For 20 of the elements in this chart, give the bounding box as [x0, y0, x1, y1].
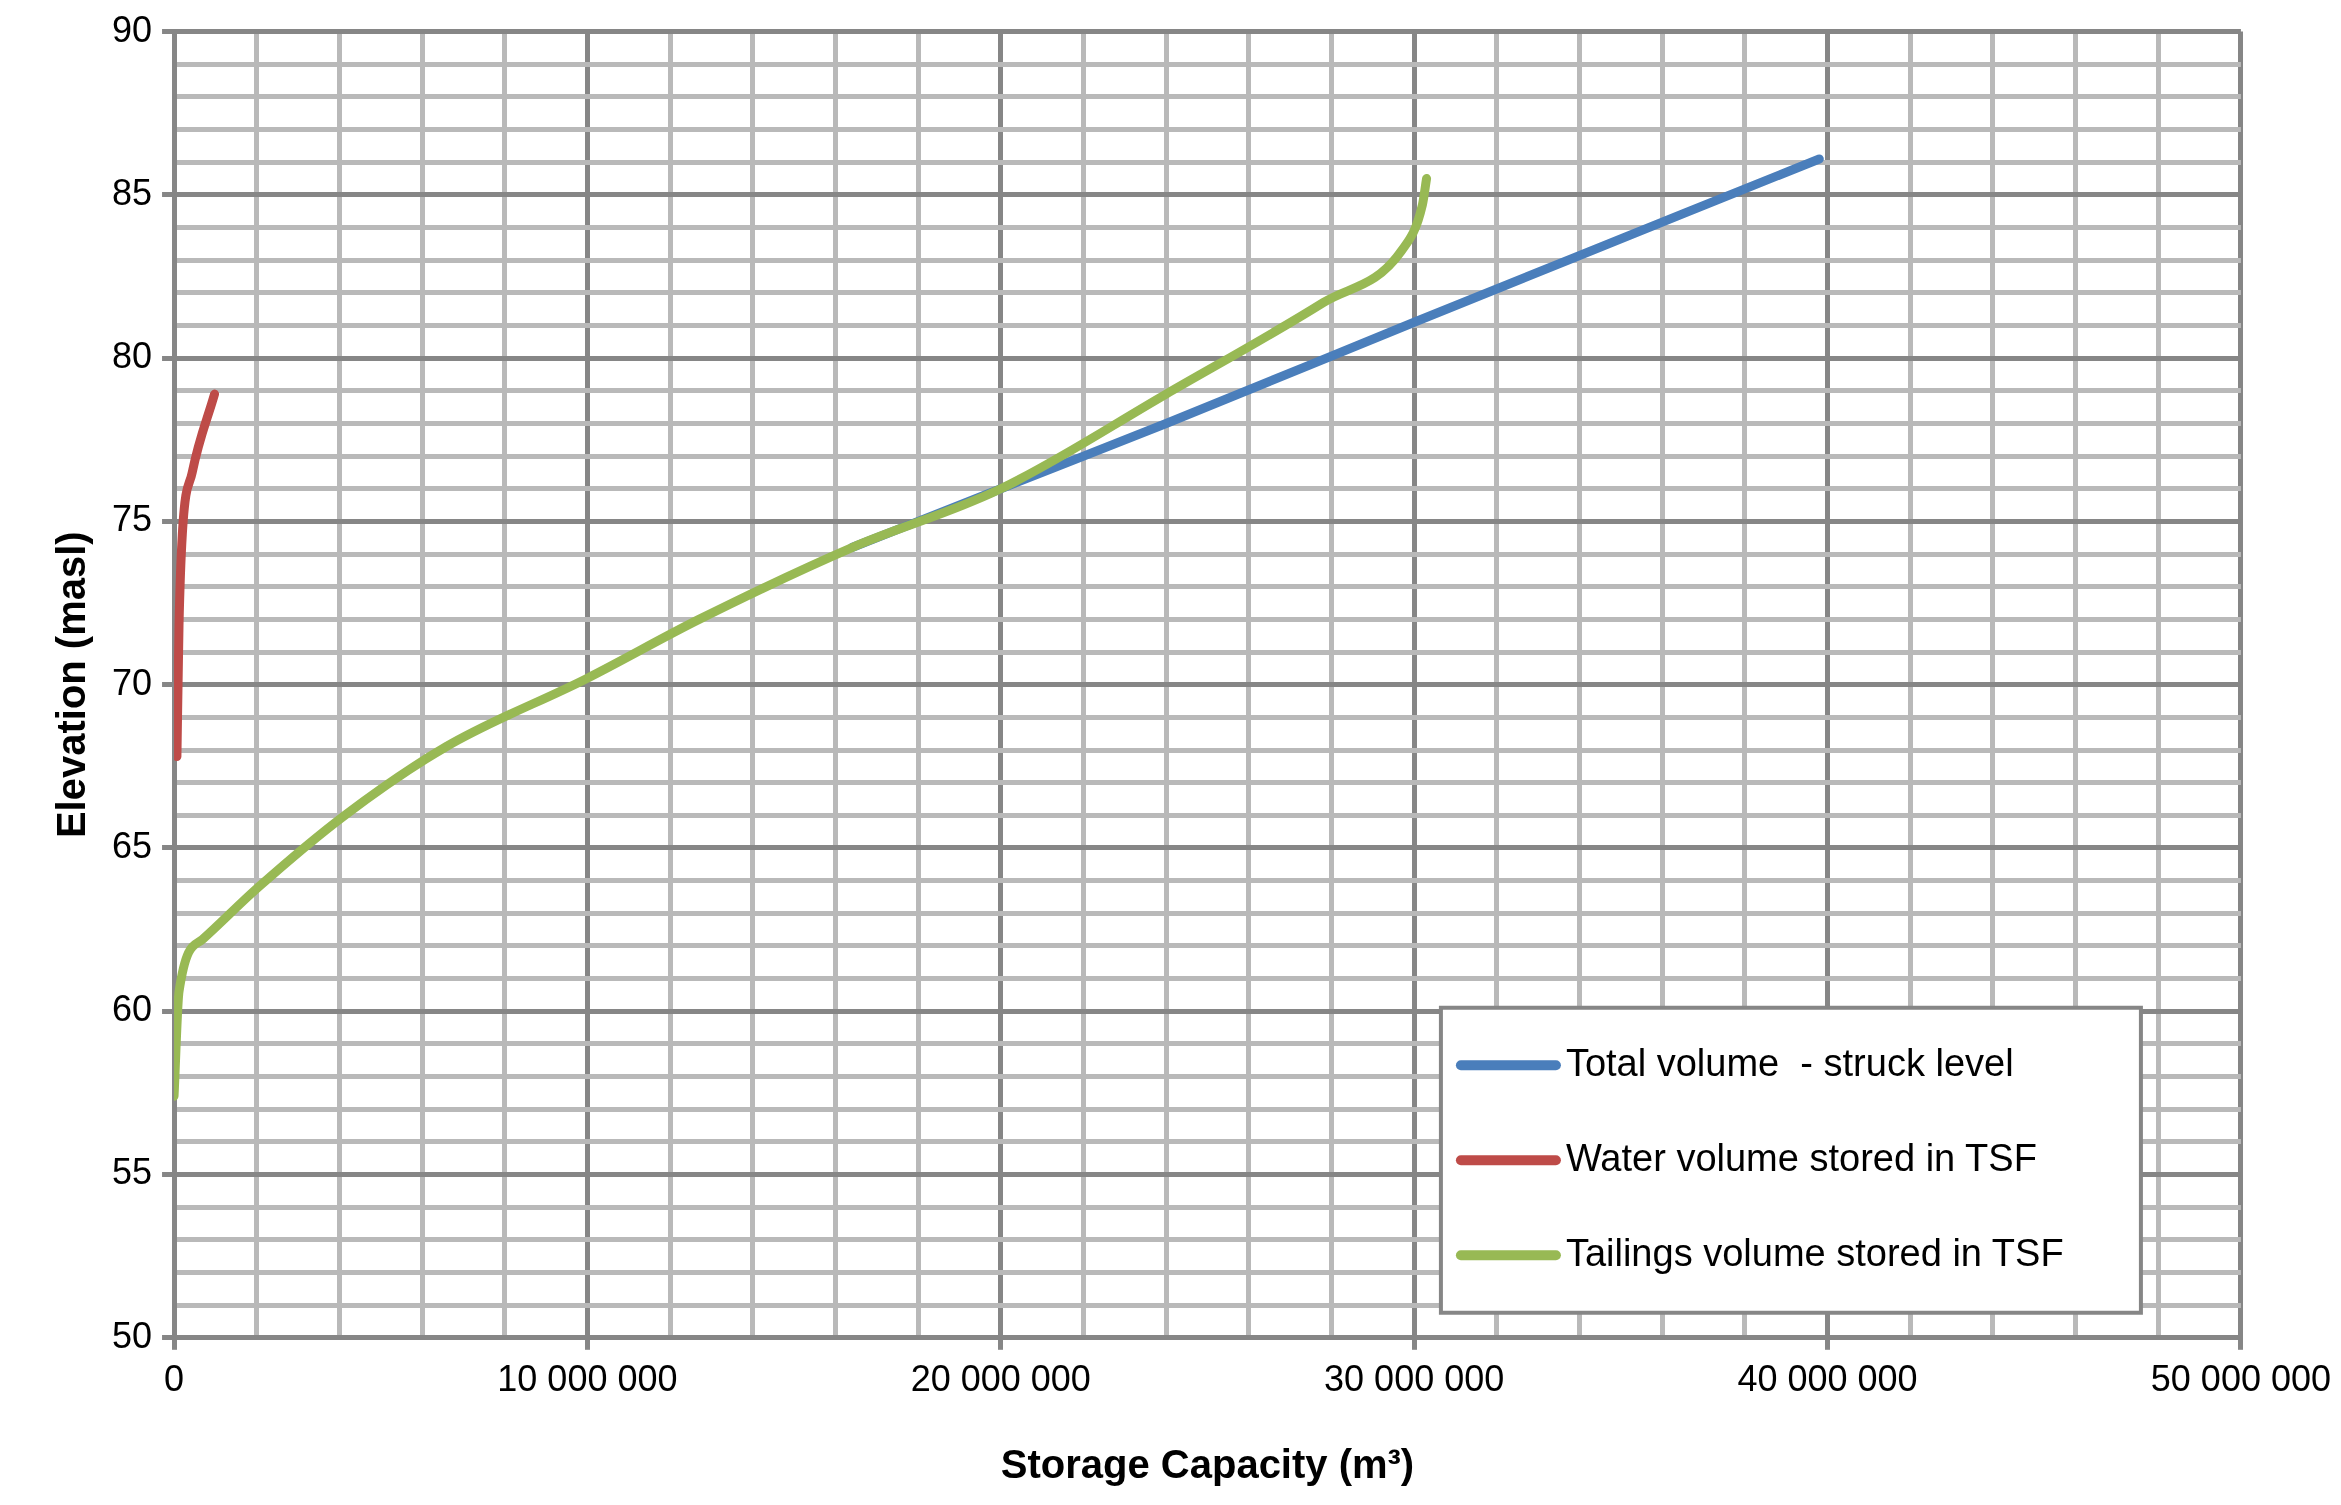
x-tick-label: 30 000 000 — [1324, 1358, 1505, 1400]
y-tick-label: 80 — [112, 335, 153, 377]
y-tick-label: 90 — [112, 8, 153, 50]
legend-label: Total volume - struck level — [1565, 1041, 2014, 1084]
x-tick-label: 40 000 000 — [1737, 1358, 1918, 1400]
y-tick-label: 55 — [112, 1151, 153, 1193]
x-tick-label: 10 000 000 — [497, 1358, 678, 1400]
y-axis-title: Elevation (masl) — [49, 531, 94, 839]
y-tick-label: 60 — [112, 988, 153, 1030]
y-tick-label: 65 — [112, 824, 153, 866]
y-tick-label: 75 — [112, 498, 153, 540]
x-tick-label: 20 000 000 — [910, 1358, 1091, 1400]
legend-label: Tailings volume stored in TSF — [1565, 1231, 2064, 1274]
x-axis-title: Storage Capacity (m³) — [1000, 1442, 1415, 1487]
x-tick-label: 50 000 000 — [2150, 1358, 2332, 1400]
y-tick-label: 70 — [112, 661, 153, 703]
y-tick-label: 50 — [112, 1314, 153, 1356]
legend-label: Water volume stored in TSF — [1565, 1136, 2037, 1179]
y-tick-label: 85 — [112, 171, 153, 213]
x-tick-label: 0 — [164, 1358, 185, 1400]
